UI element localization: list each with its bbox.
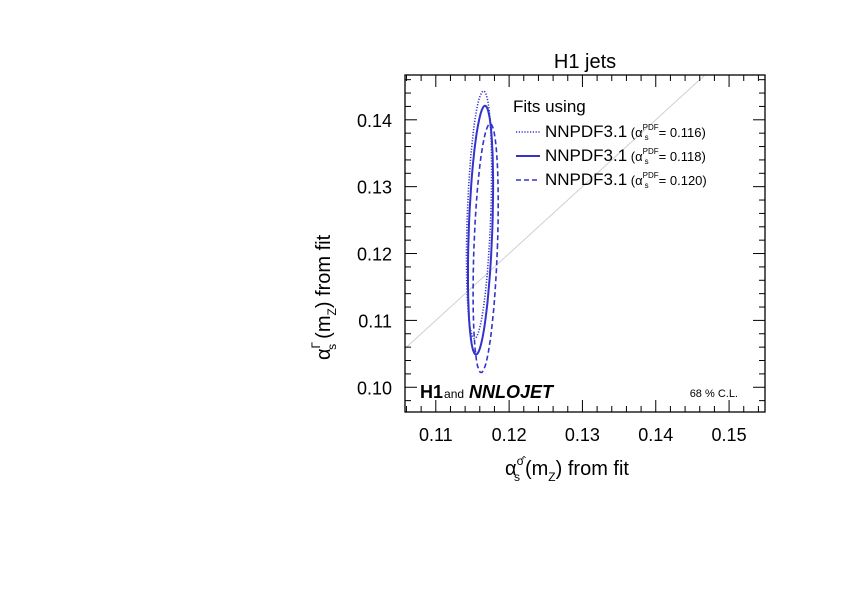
x-tick-label: 0.12 (492, 425, 527, 445)
y-tick-label: 0.13 (357, 178, 392, 198)
x-tick-label: 0.15 (712, 425, 747, 445)
contour-solid (467, 104, 495, 356)
y-tick-label: 0.14 (357, 111, 392, 131)
h1-label: H1and NNLOJET (420, 382, 555, 402)
y-axis-label: αΓ s(mZ) from fit (309, 234, 339, 360)
x-tick-label: 0.14 (638, 425, 673, 445)
y-tick-label: 0.12 (357, 245, 392, 265)
y-tick-label: 0.10 (357, 378, 392, 398)
y-tick-label: 0.11 (358, 311, 392, 331)
cl-label: 68 % C.L. (690, 388, 738, 400)
chart-title: H1 jets (554, 51, 616, 73)
x-tick-label: 0.13 (565, 425, 600, 445)
legend-entry: NNPDF3.1 (αPDF s = 0.116) (545, 122, 706, 142)
plot-frame (404, 74, 766, 413)
x-axis-label: ασ̂ s (mZ) from fit (505, 454, 629, 484)
legend-entry: NNPDF3.1 (αPDF s = 0.120) (545, 170, 707, 190)
legend-header: Fits using (513, 97, 586, 116)
diagonal-line (404, 74, 706, 349)
legend-entry: NNPDF3.1 (αPDF s = 0.118) (545, 146, 706, 166)
contour-dashed (472, 122, 499, 374)
contour-dotted (465, 90, 493, 340)
x-tick-label: 0.11 (419, 425, 453, 445)
